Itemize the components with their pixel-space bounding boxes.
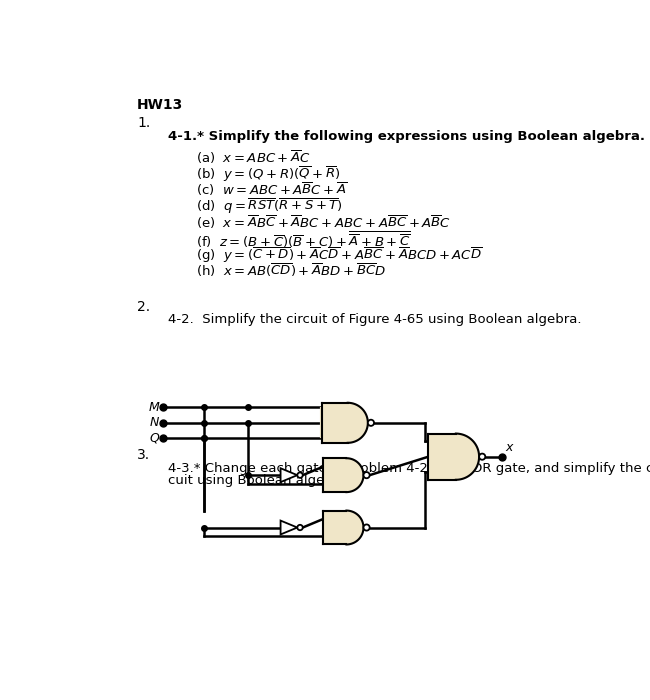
Circle shape xyxy=(368,420,374,426)
Text: M: M xyxy=(149,401,159,414)
Text: (b)  $y = (Q + R)(\overline{Q} + \overline{R})$: (b) $y = (Q + R)(\overline{Q} + \overlin… xyxy=(196,165,341,184)
Text: N: N xyxy=(150,416,159,429)
Text: Q: Q xyxy=(150,432,159,444)
Text: 4-3.* Change each gate in Problem 4-2 to a NOR gate, and simplify the cir-: 4-3.* Change each gate in Problem 4-2 to… xyxy=(168,462,650,475)
Polygon shape xyxy=(281,521,297,535)
Text: (h)  $x = AB(\overline{CD}) + \overline{A}BD + \overline{B}\overline{C}D$: (h) $x = AB(\overline{CD}) + \overline{A… xyxy=(196,262,386,279)
Polygon shape xyxy=(346,510,363,545)
Bar xyxy=(428,433,456,480)
Polygon shape xyxy=(281,468,297,482)
Text: x: x xyxy=(506,440,513,454)
Text: (d)  $q = \overline{RST}(\overline{R + S + T})$: (d) $q = \overline{RST}(\overline{R + S … xyxy=(196,197,343,216)
Circle shape xyxy=(363,524,370,531)
Polygon shape xyxy=(456,433,479,480)
Polygon shape xyxy=(346,458,363,492)
Circle shape xyxy=(297,473,303,478)
Bar xyxy=(323,510,346,545)
Text: 2.: 2. xyxy=(137,300,150,314)
Text: (e)  $x = \overline{A}B\overline{C} + \overline{A}BC + ABC + A\overline{B}\overl: (e) $x = \overline{A}B\overline{C} + \ov… xyxy=(196,214,451,230)
Text: (f)  $z = (B + \overline{C})(\overline{B} + C) + \overline{\overline{A} + B + \o: (f) $z = (B + \overline{C})(\overline{B}… xyxy=(196,230,411,250)
Text: (g)  $y = (\overline{C + D}) + \overline{A}C\overline{D} + A\overline{B}\overlin: (g) $y = (\overline{C + D}) + \overline{… xyxy=(196,246,482,265)
Circle shape xyxy=(479,454,486,460)
Text: 1.: 1. xyxy=(137,116,150,130)
Text: 3.: 3. xyxy=(137,448,150,462)
Circle shape xyxy=(297,525,303,530)
Text: cuit using Boolean algebra.: cuit using Boolean algebra. xyxy=(168,475,351,487)
Text: (a)  $x = ABC + \overline{A}C$: (a) $x = ABC + \overline{A}C$ xyxy=(196,148,311,166)
Text: 4-2.  Simplify the circuit of Figure 4-65 using Boolean algebra.: 4-2. Simplify the circuit of Figure 4-65… xyxy=(168,314,582,326)
Circle shape xyxy=(363,472,370,478)
Polygon shape xyxy=(348,402,368,443)
Bar xyxy=(322,402,348,443)
Text: (c)  $w = ABC + A\overline{B}C + \overline{A}$: (c) $w = ABC + A\overline{B}C + \overlin… xyxy=(196,181,348,198)
Text: HW13: HW13 xyxy=(137,98,183,112)
Bar xyxy=(323,458,346,492)
Text: 4-1.* Simplify the following expressions using Boolean algebra.: 4-1.* Simplify the following expressions… xyxy=(168,130,645,143)
